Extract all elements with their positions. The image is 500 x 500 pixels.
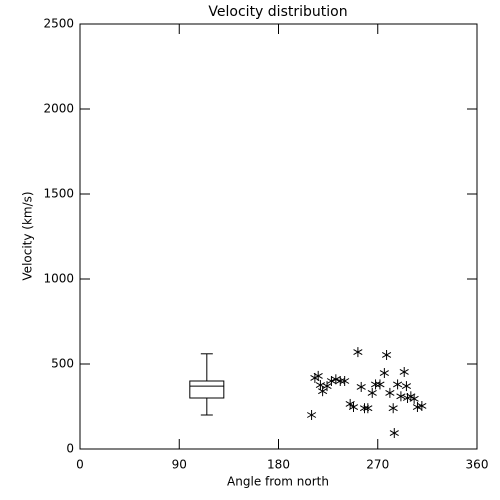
y-tick-label: 1500: [43, 187, 74, 201]
chart-title: Velocity distribution: [208, 4, 347, 20]
data-point: [370, 379, 381, 390]
star-stroke: [318, 388, 328, 395]
data-point: [389, 428, 399, 439]
star-stroke: [396, 393, 406, 400]
star-stroke: [388, 405, 398, 412]
data-point: [363, 403, 373, 414]
data-point: [313, 370, 323, 381]
y-tick-label: 0: [66, 442, 74, 456]
data-point: [348, 402, 359, 413]
y-axis-label: Velocity (km/s): [21, 191, 35, 280]
star-stroke: [367, 389, 377, 396]
data-point: [318, 386, 328, 397]
data-point: [353, 347, 363, 358]
data-point: [385, 387, 395, 398]
star-stroke: [322, 383, 332, 390]
y-tick-label: 1000: [43, 272, 74, 286]
star-stroke: [348, 404, 359, 410]
x-tick-label: 0: [76, 458, 84, 472]
data-point: [379, 368, 389, 379]
star-stroke: [315, 382, 325, 389]
x-axis-label: Angle from north: [227, 475, 329, 489]
data-point: [393, 379, 403, 390]
star-stroke: [385, 389, 395, 396]
x-tick-label: 270: [366, 458, 389, 472]
data-point: [331, 374, 341, 385]
x-tick-label: 360: [466, 458, 489, 472]
star-stroke: [389, 430, 399, 436]
data-point: [399, 366, 409, 377]
star-stroke: [331, 376, 341, 383]
data-point: [417, 400, 427, 411]
star-stroke: [340, 378, 350, 384]
star-stroke: [401, 383, 412, 390]
star-stroke: [417, 403, 427, 409]
data-point: [396, 391, 406, 402]
data-point: [340, 376, 350, 386]
star-stroke: [381, 352, 392, 358]
star-stroke: [379, 370, 389, 376]
star-stroke: [363, 405, 373, 412]
star-stroke: [356, 384, 366, 390]
x-tick-label: 180: [267, 458, 290, 472]
x-tick-label: 90: [172, 458, 187, 472]
data-point: [375, 379, 385, 390]
data-point: [367, 387, 377, 398]
data-point: [381, 349, 392, 360]
star-stroke: [353, 349, 363, 356]
y-tick-label: 2500: [43, 17, 74, 31]
star-stroke: [307, 412, 317, 418]
data-point: [307, 410, 317, 420]
data-point: [356, 381, 366, 392]
star-stroke: [393, 381, 403, 388]
star-stroke: [326, 378, 337, 384]
data-point: [322, 381, 332, 392]
star-stroke: [409, 395, 419, 402]
star-stroke: [375, 381, 385, 388]
star-stroke: [313, 372, 323, 379]
star-stroke: [399, 369, 409, 375]
y-tick-label: 500: [51, 357, 74, 371]
star-stroke: [335, 378, 345, 384]
box-body: [189, 380, 225, 399]
data-point: [401, 381, 412, 392]
star-stroke: [370, 381, 381, 388]
y-tick-label: 2000: [43, 102, 74, 116]
data-point: [335, 376, 345, 386]
data-point: [326, 376, 337, 386]
star-stroke: [412, 404, 423, 410]
data-point: [409, 393, 419, 404]
data-point: [388, 403, 398, 414]
